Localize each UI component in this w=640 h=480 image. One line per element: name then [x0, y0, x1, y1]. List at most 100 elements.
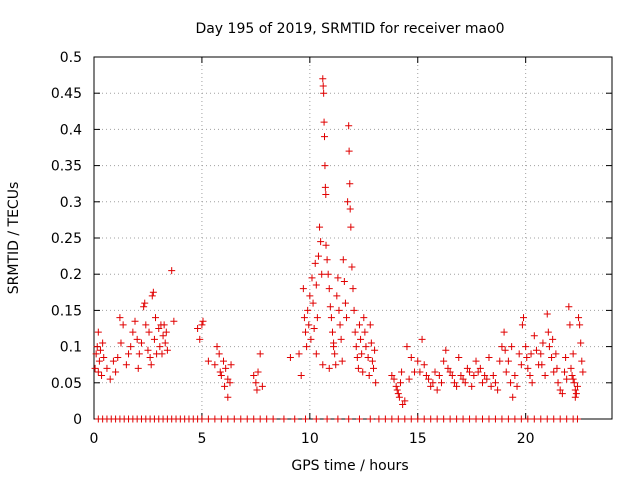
- data-point: [365, 372, 373, 380]
- data-point: [548, 353, 556, 361]
- data-point: [501, 346, 509, 354]
- data-point: [513, 382, 521, 390]
- data-point: [479, 415, 486, 423]
- data-point: [550, 368, 558, 376]
- data-point: [448, 372, 456, 380]
- x-axis-label: GPS time / hours: [291, 458, 408, 474]
- data-point: [444, 364, 452, 372]
- data-point: [351, 328, 359, 336]
- data-point: [459, 375, 467, 383]
- data-point: [504, 357, 512, 365]
- data-point: [295, 350, 303, 358]
- data-point: [95, 357, 103, 365]
- data-point: [319, 361, 327, 369]
- data-point: [416, 368, 424, 376]
- data-point: [145, 328, 153, 336]
- data-point: [455, 353, 463, 361]
- data-point: [569, 375, 577, 383]
- y-tick-label: 0.25: [51, 231, 82, 247]
- data-point: [494, 386, 502, 394]
- data-point: [299, 285, 307, 293]
- data-point: [321, 183, 329, 191]
- data-point: [92, 350, 100, 358]
- data-point: [437, 379, 445, 387]
- data-point: [354, 364, 362, 372]
- data-point: [142, 321, 150, 329]
- data-point: [252, 379, 260, 387]
- data-point: [91, 364, 99, 372]
- data-point: [420, 361, 428, 369]
- data-point: [388, 372, 396, 380]
- data-point: [518, 321, 526, 329]
- data-point: [573, 415, 581, 423]
- data-point: [549, 335, 557, 343]
- data-point: [340, 277, 348, 285]
- data-point: [571, 386, 579, 394]
- data-point: [554, 379, 562, 387]
- data-point: [349, 285, 357, 293]
- data-point: [568, 372, 576, 380]
- x-tick-labels: 0 5 10 15 20: [90, 431, 535, 447]
- y-tick-label: 0.3: [60, 195, 82, 211]
- data-point: [256, 350, 264, 358]
- data-point: [562, 353, 570, 361]
- data-point: [106, 375, 114, 383]
- data-point: [427, 382, 435, 390]
- data-point: [312, 415, 320, 423]
- data-point: [561, 368, 569, 376]
- data-point: [466, 368, 474, 376]
- data-point: [509, 393, 517, 401]
- data-point: [511, 415, 519, 423]
- data-point: [310, 325, 318, 332]
- data-point: [388, 415, 396, 423]
- data-point: [461, 379, 469, 387]
- data-point: [526, 372, 534, 380]
- data-point: [357, 335, 365, 343]
- data-point: [313, 314, 321, 322]
- data-point: [155, 325, 163, 332]
- data-point: [347, 223, 355, 231]
- data-point: [524, 364, 532, 372]
- data-point: [507, 379, 515, 387]
- data-point: [403, 343, 411, 351]
- data-point: [362, 343, 370, 351]
- data-point: [394, 415, 402, 423]
- data-point: [427, 415, 435, 423]
- data-point: [422, 372, 430, 380]
- data-point: [491, 379, 499, 387]
- data-point: [528, 379, 536, 387]
- data-point: [463, 364, 471, 372]
- data-point: [552, 350, 560, 358]
- data-point: [312, 281, 320, 289]
- data-point: [346, 180, 354, 188]
- data-point: [161, 339, 169, 347]
- data-point: [394, 390, 402, 398]
- data-point: [468, 382, 476, 390]
- data-point: [414, 415, 422, 423]
- data-point: [344, 198, 352, 206]
- data-point: [122, 361, 130, 369]
- data-point: [371, 346, 379, 354]
- data-point: [254, 368, 262, 376]
- data-point: [314, 252, 322, 260]
- data-point: [321, 162, 329, 170]
- data-point: [566, 321, 574, 329]
- data-point: [253, 386, 261, 394]
- data-point: [522, 343, 530, 351]
- data-point: [243, 415, 251, 423]
- data-point: [204, 357, 212, 365]
- data-point: [131, 317, 139, 325]
- data-point: [487, 382, 495, 390]
- data-point: [440, 357, 448, 365]
- data-point: [530, 415, 538, 423]
- data-point: [359, 368, 367, 376]
- data-point: [446, 368, 454, 376]
- data-point: [345, 122, 353, 130]
- data-point: [98, 372, 106, 380]
- data-point: [537, 350, 545, 358]
- data-point: [517, 415, 525, 423]
- data-point: [100, 353, 108, 361]
- data-point: [303, 343, 311, 351]
- data-point: [339, 256, 347, 264]
- data-point: [355, 321, 363, 329]
